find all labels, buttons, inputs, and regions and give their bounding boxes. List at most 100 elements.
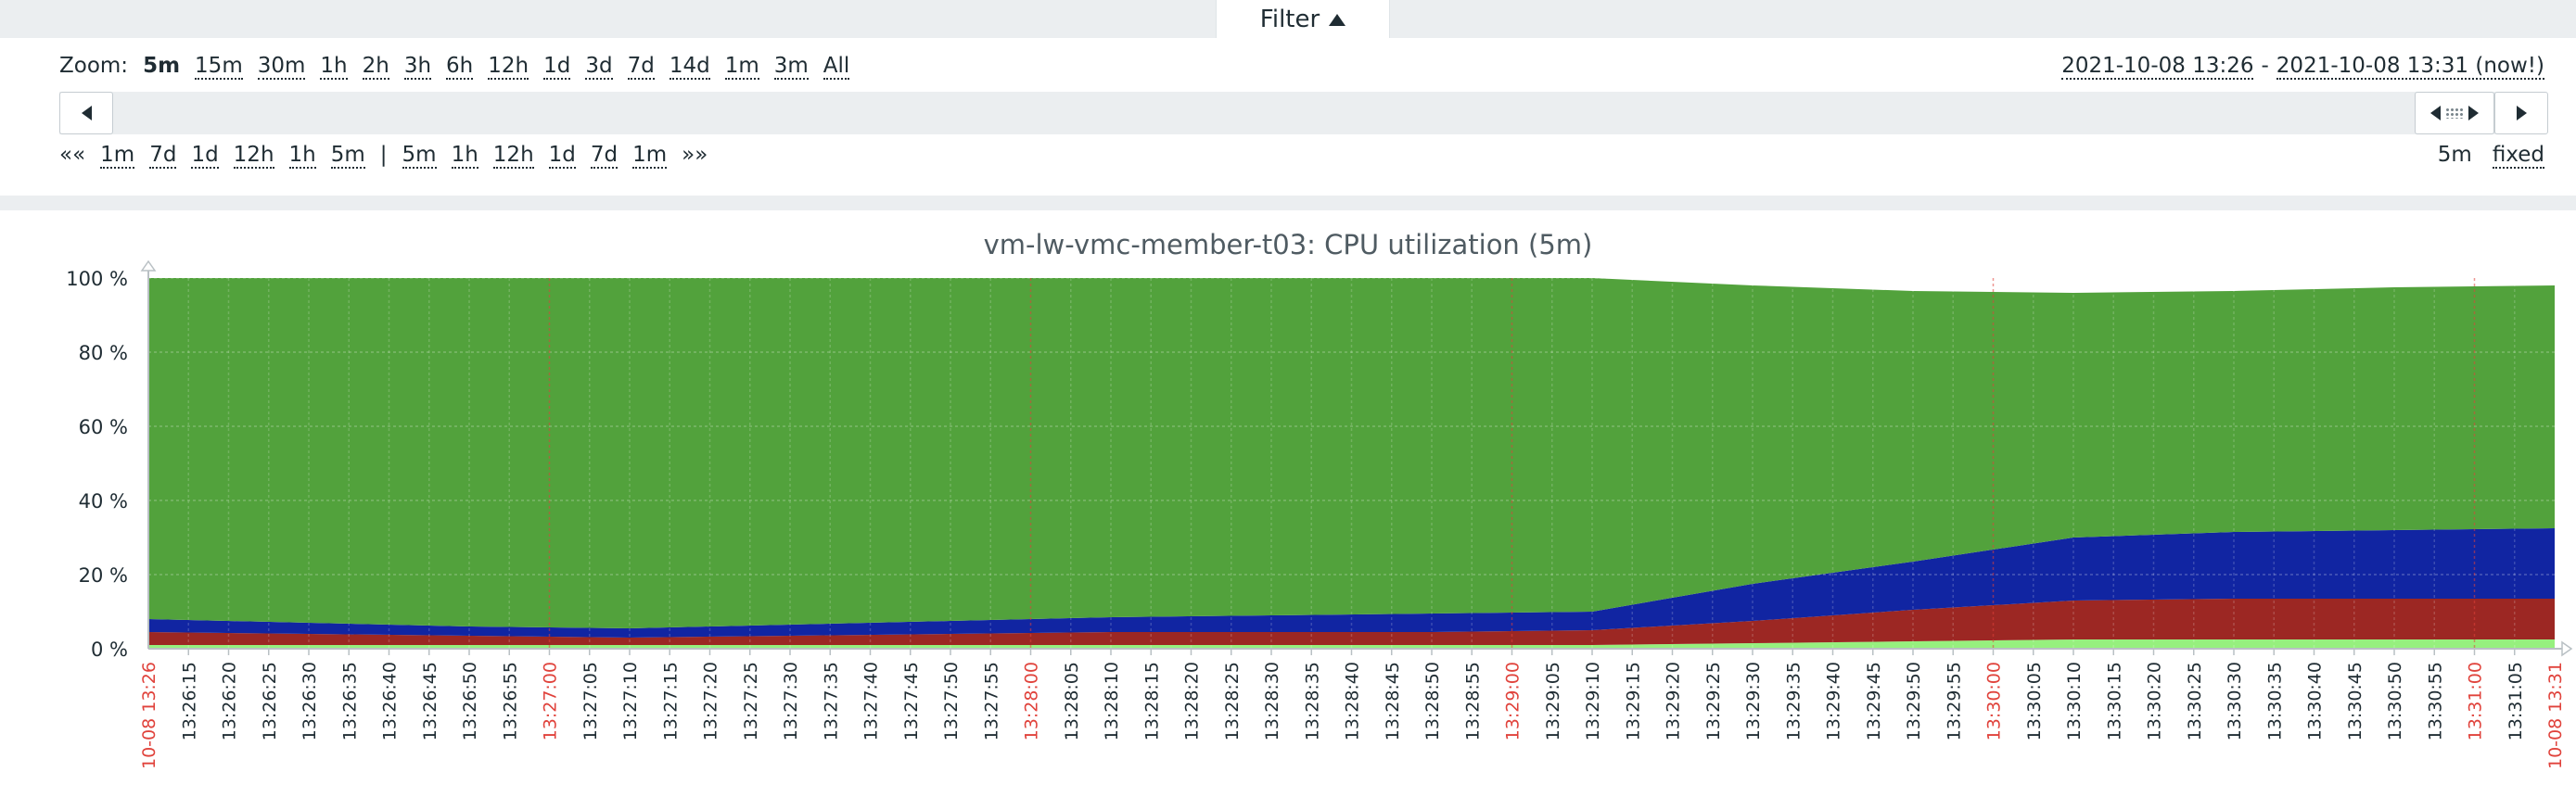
x-tick-label: 13:28:25 (1222, 662, 1243, 740)
forward-7d-link[interactable]: 7d (590, 143, 618, 169)
back-5m-link[interactable]: 5m (330, 143, 365, 169)
forward-1m-link[interactable]: 1m (632, 143, 668, 169)
forward-all-link[interactable]: »» (682, 143, 708, 167)
axes (140, 259, 2573, 657)
x-tick-label: 13:28:30 (1262, 662, 1282, 740)
x-tick-label: 13:27:00 (541, 662, 561, 740)
x-tick-label: 13:29:10 (1583, 662, 1603, 740)
zoom-option-12h[interactable]: 12h (488, 54, 529, 80)
y-axis-arrow-icon (140, 259, 157, 272)
chart-title: vm-lw-vmc-member-t03: CPU utilization (5… (984, 229, 1593, 260)
zoom-option-2h[interactable]: 2h (362, 54, 389, 80)
x-tick-label: 13:28:05 (1062, 662, 1082, 740)
scroll-right-button[interactable] (2494, 92, 2548, 134)
timeline-handle[interactable] (2415, 92, 2494, 134)
x-tick-label: 13:29:45 (1864, 662, 1884, 740)
x-tick-label: 13:28:20 (1182, 662, 1203, 740)
x-tick-label: 13:30:20 (2145, 662, 2165, 740)
back-1m-link[interactable]: 1m (100, 143, 135, 169)
x-tick-label: 13:26:45 (420, 662, 440, 740)
y-tick-label: 20 % (79, 564, 128, 587)
filter-label: Filter (1259, 6, 1320, 33)
x-tick-label: 13:30:55 (2425, 662, 2445, 740)
zoom-option-7d[interactable]: 7d (627, 54, 655, 80)
x-axis-ticks: 13:26:15 13:26:20 13:26:25 13:26:30 13:26:35… (139, 649, 2566, 769)
scroll-left-button[interactable] (59, 92, 113, 134)
x-tick-label: 13:29:15 (1623, 662, 1643, 740)
x-end-label: 10-08 13:31 (2545, 662, 2566, 769)
y-tick-label: 40 % (79, 490, 128, 512)
zoom-option-3h[interactable]: 3h (403, 54, 432, 80)
y-tick-label: 80 % (79, 342, 128, 364)
series-area-1 (148, 599, 2555, 645)
x-tick-label: 13:31:05 (2506, 662, 2526, 740)
filter-toggle-button[interactable]: Filter (1216, 0, 1390, 39)
back-7d-link[interactable]: 7d (149, 143, 177, 169)
y-tick-label: 60 % (79, 416, 128, 438)
forward-12h-link[interactable]: 12h (492, 143, 534, 169)
timeline-scrollbar[interactable] (59, 92, 2548, 134)
plot-area (148, 278, 2555, 649)
caret-up-icon (1329, 13, 1346, 26)
x-tick-label: 13:31:00 (2466, 662, 2486, 740)
arrow-right-icon (2516, 106, 2527, 120)
x-tick-label: 13:28:15 (1141, 662, 1162, 740)
back-all-link[interactable]: «« (59, 143, 86, 167)
back-1d-link[interactable]: 1d (191, 143, 219, 169)
x-tick-label: 13:27:55 (981, 662, 1001, 740)
resize-right-icon (2468, 106, 2479, 120)
zoom-option-all[interactable]: All (823, 54, 850, 80)
x-tick-label: 13:29:25 (1703, 662, 1724, 740)
x-start-label: 10-08 13:26 (139, 662, 159, 769)
zoom-label: Zoom: (59, 54, 129, 78)
x-tick-label: 13:30:05 (2024, 662, 2045, 740)
date-to-link[interactable]: 2021-10-08 13:31 (now!) (2276, 54, 2544, 80)
x-tick-label: 13:28:55 (1462, 662, 1483, 740)
date-from-link[interactable]: 2021-10-08 13:26 (2061, 54, 2254, 80)
series-area-3 (148, 278, 2555, 628)
x-tick-label: 13:29:55 (1944, 662, 1964, 740)
x-tick-label: 13:26:40 (380, 662, 401, 740)
y-axis-ticks: 0 % 20 % 40 % 60 % 80 % 100 % (66, 268, 128, 661)
x-tick-label: 13:30:45 (2345, 662, 2366, 740)
x-axis-arrow-icon (2561, 640, 2573, 657)
x-tick-label: 13:27:45 (901, 662, 922, 740)
fixed-toggle-link[interactable]: fixed (2492, 143, 2544, 169)
zoom-option-5m[interactable]: 5m (143, 54, 181, 78)
section-divider (0, 196, 2576, 210)
x-tick-label: 13:28:40 (1343, 662, 1363, 740)
forward-1d-link[interactable]: 1d (548, 143, 576, 169)
x-tick-label: 13:27:10 (620, 662, 641, 740)
x-tick-label: 13:29:05 (1543, 662, 1563, 740)
series-area-0 (148, 639, 2555, 649)
period-mode-row: 5m fixed (2438, 143, 2544, 169)
x-tick-label: 13:30:50 (2385, 662, 2405, 740)
x-tick-label: 13:27:40 (861, 662, 882, 740)
zoom-option-14d[interactable]: 14d (669, 54, 710, 80)
x-tick-label: 13:30:15 (2104, 662, 2124, 740)
x-tick-label: 13:30:10 (2064, 662, 2085, 740)
zoom-option-3d[interactable]: 3d (585, 54, 613, 80)
x-tick-label: 13:29:00 (1503, 662, 1524, 740)
zoom-row: Zoom: 5m 15m 30m 1h 2h 3h 6h 12h 1d 3d 7… (59, 54, 850, 80)
date-range: 2021-10-08 13:26 - 2021-10-08 13:31 (now… (2061, 54, 2544, 80)
x-tick-label: 13:27:15 (660, 662, 681, 740)
zoom-option-1d[interactable]: 1d (543, 54, 571, 80)
zoom-option-15m[interactable]: 15m (195, 54, 243, 80)
forward-5m-link[interactable]: 5m (402, 143, 437, 169)
zoom-option-1h[interactable]: 1h (320, 54, 348, 80)
back-12h-link[interactable]: 12h (233, 143, 274, 169)
forward-1h-link[interactable]: 1h (451, 143, 478, 169)
grip-icon (2445, 108, 2464, 119)
x-tick-label: 13:27:50 (941, 662, 962, 740)
zoom-option-30m[interactable]: 30m (257, 54, 306, 80)
x-tick-label: 13:26:30 (300, 662, 320, 740)
period-nav-row: «« 1m 7d 1d 12h 1h 5m | 5m 1h 12h 1d 7d … (59, 143, 708, 169)
zoom-option-6h[interactable]: 6h (446, 54, 474, 80)
zoom-option-3m[interactable]: 3m (773, 54, 809, 80)
x-tick-label: 13:26:55 (500, 662, 520, 740)
x-tick-label: 13:30:30 (2225, 662, 2245, 740)
date-range-separator: - (2261, 54, 2269, 78)
back-1h-link[interactable]: 1h (288, 143, 316, 169)
zoom-option-1m[interactable]: 1m (724, 54, 759, 80)
